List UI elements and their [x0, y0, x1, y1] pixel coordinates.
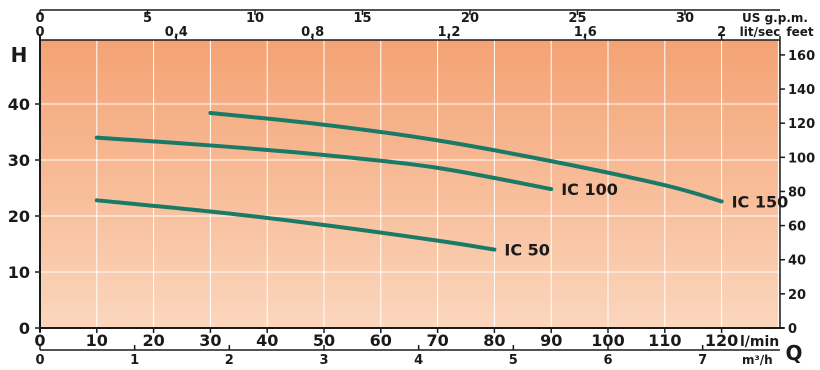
x-tick-label-m3h: 2 [225, 353, 234, 368]
x-tick-label-lmin: 20 [142, 331, 164, 350]
series [94, 110, 724, 252]
x-tick-label-lmin: 50 [313, 331, 335, 350]
x-tick-label-litsec: 1,6 [574, 25, 597, 40]
x-tick-label-usgpm: 25 [568, 11, 586, 26]
y-axis-label-feet: feet [786, 25, 813, 39]
curve-ic-50 [94, 198, 497, 252]
x-tick-label-lmin: 80 [483, 331, 505, 350]
y-tick-label-feet: 140 [788, 83, 815, 98]
x-tick-label-m3h: 0 [35, 353, 44, 368]
x-tick-label-usgpm: 15 [353, 11, 371, 26]
x-tick-label-usgpm: 20 [461, 11, 479, 26]
x-tick-label-m3h: 5 [509, 353, 518, 368]
x-tick-label-m3h: 6 [603, 353, 612, 368]
x-tick-label-usgpm: 10 [246, 11, 264, 26]
x-tick-label-litsec: 0,4 [165, 25, 188, 40]
plot-area [40, 40, 780, 328]
h-letter: H [11, 43, 28, 67]
curve-label-ic-50: IC 50 [504, 241, 550, 260]
x-tick-label-lmin: 10 [86, 331, 108, 350]
x-tick-label-lmin: 40 [256, 331, 278, 350]
x-tick-label-lmin: 100 [591, 331, 624, 350]
curve-ic-150 [208, 110, 724, 204]
y-tick-label-feet: 100 [788, 151, 815, 166]
x-tick-label-litsec: 1,2 [437, 25, 460, 40]
x-tick-label-lmin: 70 [426, 331, 448, 350]
x-tick-label-lmin: 60 [370, 331, 392, 350]
x-tick-label-m3h: 1 [130, 353, 139, 368]
curve-label-ic-100: IC 100 [561, 180, 618, 199]
y-tick-label-feet: 0 [788, 322, 797, 337]
x-tick-label-m3h: 7 [698, 353, 707, 368]
x-tick-label-lmin: 120 [705, 331, 738, 350]
labels: IC 50 IC 100 IC 150 [504, 180, 788, 259]
x-tick-label-litsec: 0,8 [301, 25, 324, 40]
y-tick-label-feet: 120 [788, 117, 815, 132]
x-axis-label-lmin: l/min [740, 334, 779, 350]
y-tick-label-m: 0 [19, 319, 30, 338]
x-tick-label-litsec: 0 [35, 25, 44, 40]
x-tick-label-lmin: 0 [34, 331, 45, 350]
y-tick-label-feet: 40 [788, 254, 806, 269]
x-axis-label-m3h: m³/h [742, 353, 773, 367]
curve-label-ic-150: IC 150 [732, 192, 789, 211]
x-tick-label-m3h: 4 [414, 353, 423, 368]
q-letter: Q [785, 341, 802, 365]
curve-ic-100 [94, 135, 554, 192]
x-axis-label-litsec: lit/sec [740, 25, 781, 39]
grid [40, 40, 780, 328]
y-tick-label-feet: 60 [788, 220, 806, 235]
y-tick-label-m: 20 [8, 207, 30, 226]
x-tick-label-usgpm: 30 [676, 11, 694, 26]
y-tick-label-feet: 20 [788, 288, 806, 303]
x-tick-label-lmin: 30 [199, 331, 221, 350]
x-tick-label-lmin: 90 [540, 331, 562, 350]
x-tick-label-lmin: 110 [648, 331, 681, 350]
x-tick-label-usgpm: 5 [143, 11, 152, 26]
y-tick-label-m: 40 [8, 95, 30, 114]
y-tick-label-feet: 80 [788, 185, 806, 200]
y-tick-label-m: 10 [8, 263, 30, 282]
x-tick-label-litsec: 2 [717, 25, 726, 40]
x-axis-label-usgpm: US g.p.m. [742, 11, 808, 25]
y-tick-label-feet: 160 [788, 49, 815, 64]
x-tick-label-m3h: 3 [319, 353, 328, 368]
y-tick-label-m: 30 [8, 151, 30, 170]
x-tick-label-usgpm: 0 [35, 11, 44, 26]
